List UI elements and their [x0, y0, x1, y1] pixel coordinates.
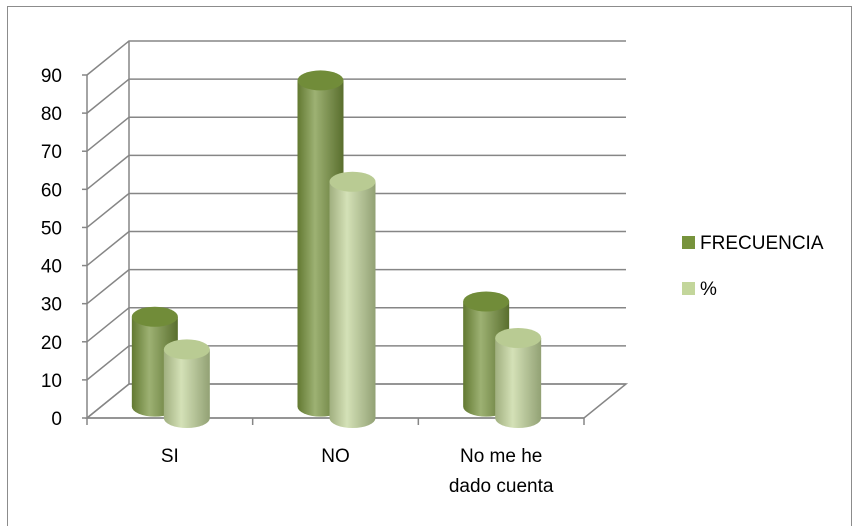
legend-swatch	[682, 282, 695, 295]
bar-body	[495, 337, 542, 428]
y-tick-labels: 0 10 20 30 40 50 60 70 80 90	[41, 66, 62, 430]
x-category-label: No me he	[460, 446, 542, 467]
bar-top	[463, 291, 510, 312]
legend-label: %	[700, 279, 717, 300]
bar-percent	[163, 339, 210, 428]
legend: FRECUENCIA%	[682, 233, 824, 300]
x-category-label: NO	[321, 446, 350, 467]
y-tick-label: 30	[41, 295, 62, 316]
bar-top	[329, 171, 376, 192]
x-category-label: dado cuenta	[449, 476, 554, 497]
gridline	[86, 78, 626, 114]
y-tick-label: 80	[41, 104, 62, 125]
y-tick-label: 20	[41, 333, 62, 354]
y-tick-label: 90	[41, 66, 62, 87]
bar-percent	[495, 327, 542, 428]
chart-border	[7, 6, 852, 526]
legend-swatch	[682, 236, 695, 249]
x-category-labels: SI NO No me he dado cuenta	[161, 446, 554, 497]
bar-top	[163, 339, 210, 360]
bar-top	[495, 327, 542, 348]
bar-top	[297, 70, 344, 91]
bars	[131, 70, 542, 428]
bar-body	[329, 181, 376, 428]
y-tick-label: 50	[41, 218, 62, 239]
y-tick-label: 0	[51, 409, 62, 430]
y-tick-label: 10	[41, 371, 62, 392]
bar-top	[131, 306, 178, 327]
bar-percent	[329, 171, 376, 428]
y-tick-label: 40	[41, 257, 62, 278]
bar-body	[163, 349, 210, 428]
gridline	[86, 40, 626, 76]
legend-label: FRECUENCIA	[700, 233, 824, 254]
gridline	[86, 116, 626, 152]
y-tick-label: 60	[41, 180, 62, 201]
y-tick-label: 70	[41, 142, 62, 163]
x-category-label: SI	[161, 446, 179, 467]
